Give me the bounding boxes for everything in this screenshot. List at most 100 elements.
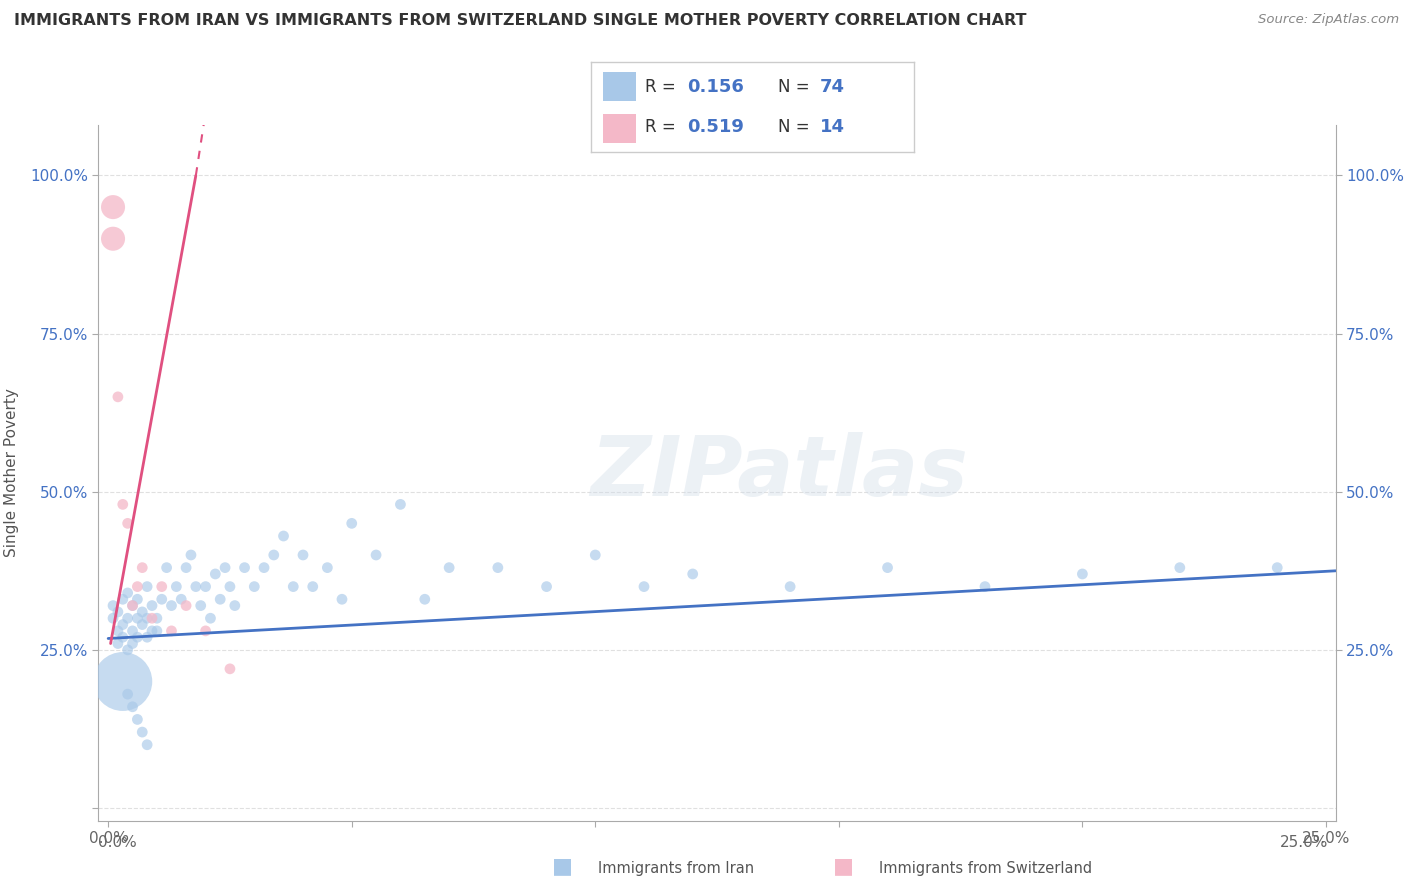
Point: [389, 497, 412, 511]
Point: [150, 592, 173, 607]
Point: [107, 605, 129, 619]
Point: [174, 560, 197, 574]
Point: [107, 636, 129, 650]
Point: [117, 516, 139, 531]
Point: [219, 580, 242, 594]
Point: [316, 560, 339, 574]
Point: [174, 599, 197, 613]
Point: [1071, 566, 1094, 581]
Point: [633, 580, 655, 594]
Point: [184, 580, 207, 594]
Text: 74: 74: [820, 78, 845, 95]
Point: [121, 599, 143, 613]
Point: [121, 636, 143, 650]
Point: [111, 674, 134, 689]
Text: ■: ■: [553, 856, 572, 876]
Point: [101, 611, 124, 625]
Point: [340, 516, 363, 531]
Point: [170, 592, 193, 607]
Text: 0.0%: 0.0%: [98, 836, 138, 850]
Point: [160, 599, 183, 613]
Point: [330, 592, 353, 607]
Point: [364, 548, 387, 562]
Text: IMMIGRANTS FROM IRAN VS IMMIGRANTS FROM SWITZERLAND SINGLE MOTHER POVERTY CORREL: IMMIGRANTS FROM IRAN VS IMMIGRANTS FROM …: [14, 13, 1026, 29]
Text: 0.519: 0.519: [688, 118, 744, 136]
Point: [121, 599, 143, 613]
Point: [136, 630, 159, 644]
Point: [146, 611, 169, 625]
Point: [413, 592, 436, 607]
Point: [107, 390, 129, 404]
Point: [209, 592, 232, 607]
Point: [111, 592, 134, 607]
Point: [243, 580, 266, 594]
Point: [263, 548, 285, 562]
Point: [101, 200, 124, 214]
Point: [200, 611, 222, 625]
Point: [1168, 560, 1191, 574]
Point: [180, 548, 202, 562]
Point: [127, 713, 149, 727]
Text: ■: ■: [834, 856, 853, 876]
Point: [136, 738, 159, 752]
Point: [682, 566, 704, 581]
Text: 14: 14: [820, 118, 845, 136]
Point: [136, 580, 159, 594]
Point: [127, 580, 149, 594]
Point: [141, 599, 163, 613]
Point: [292, 548, 315, 562]
Point: [121, 699, 143, 714]
Point: [219, 662, 242, 676]
Point: [437, 560, 460, 574]
Point: [101, 232, 124, 246]
Point: [194, 580, 217, 594]
Point: [131, 560, 153, 574]
Point: [165, 580, 187, 594]
Point: [101, 599, 124, 613]
Point: [536, 580, 558, 594]
Text: Immigrants from Iran: Immigrants from Iran: [598, 861, 754, 876]
Point: [136, 611, 159, 625]
FancyBboxPatch shape: [603, 72, 636, 101]
Text: ZIPatlas: ZIPatlas: [591, 433, 967, 513]
Point: [224, 599, 246, 613]
Point: [111, 617, 134, 632]
Point: [190, 599, 212, 613]
Point: [283, 580, 305, 594]
Point: [150, 580, 173, 594]
Point: [141, 624, 163, 638]
Point: [194, 624, 217, 638]
Point: [131, 605, 153, 619]
Point: [301, 580, 323, 594]
Point: [583, 548, 606, 562]
Point: [111, 497, 134, 511]
Text: N =: N =: [778, 118, 815, 136]
Text: 25.0%: 25.0%: [1281, 836, 1329, 850]
Y-axis label: Single Mother Poverty: Single Mother Poverty: [4, 388, 18, 558]
Point: [117, 687, 139, 701]
Point: [486, 560, 509, 574]
Point: [127, 630, 149, 644]
Point: [127, 611, 149, 625]
Text: Immigrants from Switzerland: Immigrants from Switzerland: [879, 861, 1092, 876]
Point: [111, 630, 134, 644]
Point: [131, 617, 153, 632]
Point: [1265, 560, 1288, 574]
Point: [131, 725, 153, 739]
Text: Source: ZipAtlas.com: Source: ZipAtlas.com: [1258, 13, 1399, 27]
Point: [160, 624, 183, 638]
Point: [876, 560, 898, 574]
Point: [204, 566, 226, 581]
Point: [127, 592, 149, 607]
Point: [214, 560, 236, 574]
Point: [779, 580, 801, 594]
Point: [121, 624, 143, 638]
Point: [117, 586, 139, 600]
Point: [273, 529, 295, 543]
Text: 0.156: 0.156: [688, 78, 744, 95]
Point: [156, 560, 179, 574]
Point: [141, 611, 163, 625]
Point: [146, 624, 169, 638]
FancyBboxPatch shape: [603, 114, 636, 143]
Text: R =: R =: [645, 118, 682, 136]
